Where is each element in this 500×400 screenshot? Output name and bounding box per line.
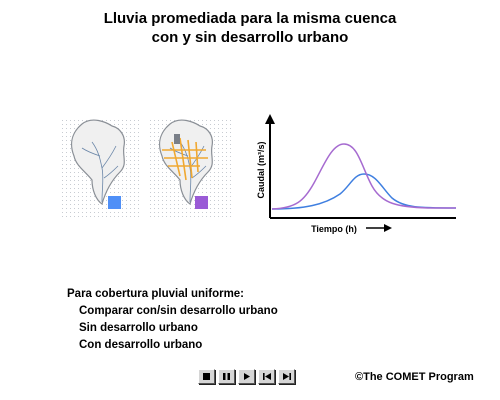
- legend-square-natural: [108, 196, 121, 209]
- play-button[interactable]: [238, 369, 255, 384]
- fast-forward-icon: [282, 373, 291, 380]
- option-con-desarrollo[interactable]: Con desarrollo urbano: [79, 339, 203, 351]
- basin-natural: [71, 119, 125, 205]
- rewind-icon: [262, 373, 271, 380]
- building-icon: [174, 134, 180, 144]
- basin-urban: [159, 119, 213, 205]
- y-axis-label: Caudal (m³/s): [256, 141, 266, 198]
- option-compare[interactable]: Comparar con/sin desarrollo urbano: [79, 305, 278, 317]
- legend-square-urban: [195, 196, 208, 209]
- basins-illustration: [62, 118, 232, 218]
- stop-button[interactable]: [198, 369, 215, 384]
- hydrograph: Caudal (m³/s) Tiempo (h): [256, 114, 457, 234]
- rainfall-options-panel: Para cobertura pluvial uniforme: Compara…: [67, 286, 278, 354]
- play-icon: [244, 373, 250, 380]
- fast-forward-button[interactable]: [278, 369, 295, 384]
- series-sin-desarrollo-line: [271, 173, 457, 210]
- copyright-notice: ©The COMET Program: [355, 371, 474, 383]
- urban-road-grid: [162, 137, 208, 181]
- playback-controls: [198, 369, 295, 384]
- title-line-1: Lluvia promediada para la misma cuenca: [103, 10, 397, 27]
- section-heading: Para cobertura pluvial uniforme:: [67, 288, 245, 300]
- series-urbano-line: [271, 143, 456, 210]
- hydrograph-axes: [265, 114, 456, 219]
- page-title: Lluvia promediada para la misma cuenca c…: [0, 9, 500, 47]
- pause-icon: [223, 373, 230, 380]
- x-label-arrow-icon: [366, 224, 392, 232]
- option-sin-desarrollo[interactable]: Sin desarrollo urbano: [79, 322, 198, 334]
- rewind-button[interactable]: [258, 369, 275, 384]
- x-axis-label: Tiempo (h): [311, 224, 357, 234]
- pause-button[interactable]: [218, 369, 235, 384]
- y-axis-arrow-icon: [265, 114, 275, 124]
- stop-icon: [203, 373, 210, 380]
- title-line-2: con y sin desarrollo urbano: [151, 29, 349, 46]
